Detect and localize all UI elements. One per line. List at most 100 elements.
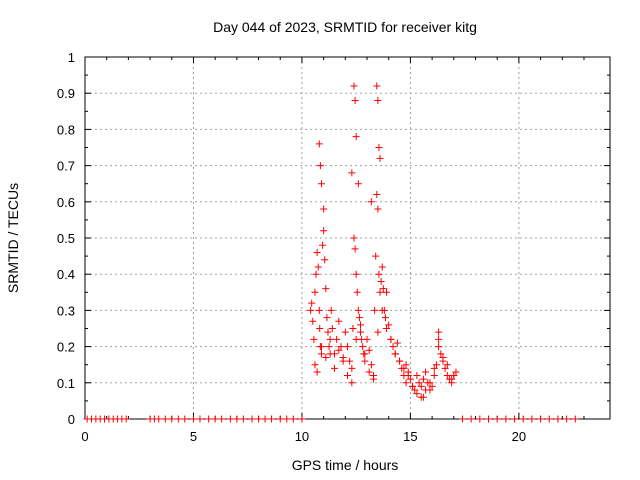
data-point — [312, 270, 320, 278]
y-tick-label: 0.2 — [57, 340, 75, 355]
data-point — [311, 288, 319, 296]
data-point — [313, 368, 321, 376]
data-point — [528, 415, 536, 423]
data-point — [196, 415, 204, 423]
data-point — [402, 361, 410, 369]
data-point — [308, 299, 316, 307]
data-point — [381, 314, 389, 322]
data-point — [374, 205, 382, 213]
y-tick-label: 0.1 — [57, 376, 75, 391]
data-point — [309, 317, 317, 325]
data-point — [168, 415, 176, 423]
data-point — [426, 379, 434, 387]
data-point — [353, 288, 361, 296]
data-point — [373, 82, 381, 90]
data-point — [402, 379, 410, 387]
y-tick-label: 1 — [68, 50, 75, 65]
data-point — [417, 382, 425, 390]
data-point — [422, 368, 430, 376]
data-point — [320, 205, 328, 213]
data-point — [376, 154, 384, 162]
data-point — [376, 288, 384, 296]
data-point — [435, 343, 443, 351]
data-point — [383, 325, 391, 332]
data-point — [357, 321, 365, 329]
data-point — [374, 328, 382, 336]
data-point — [485, 415, 493, 423]
data-point — [430, 372, 438, 380]
data-point — [355, 314, 363, 322]
data-point — [335, 346, 343, 354]
data-point — [372, 252, 380, 260]
data-point — [352, 270, 360, 278]
data-point — [354, 180, 362, 188]
data-point — [571, 415, 579, 423]
data-point — [375, 270, 383, 278]
data-point — [563, 415, 571, 423]
data-point — [389, 343, 397, 351]
data-point — [545, 415, 553, 423]
x-tick-label: 0 — [81, 429, 88, 444]
data-point — [313, 248, 321, 256]
data-point — [174, 415, 182, 423]
x-axis: 0 5 10 15 20 — [81, 57, 585, 444]
data-point — [248, 415, 256, 423]
data-point — [452, 368, 460, 376]
y-axis: 0 0.1 0.2 0.3 0.4 0.5 0.6 0.7 0.8 0.9 1 — [57, 50, 610, 427]
x-axis-label: GPS time / hours — [292, 457, 399, 473]
data-point — [233, 415, 241, 423]
data-point — [320, 227, 328, 235]
data-point — [255, 415, 263, 423]
data-point — [387, 335, 395, 343]
data-point — [330, 364, 338, 372]
y-tick-label: 0.5 — [57, 231, 75, 246]
data-point — [476, 415, 484, 423]
data-point — [400, 364, 408, 372]
y-tick-label: 0.3 — [57, 303, 75, 318]
data-point — [351, 245, 359, 253]
data-point — [314, 263, 322, 271]
data-point — [315, 140, 323, 148]
data-point — [537, 415, 545, 423]
data-point — [375, 144, 383, 151]
data-point — [325, 343, 333, 351]
data-point — [324, 328, 332, 336]
data-point — [443, 372, 451, 380]
data-point — [350, 234, 358, 242]
data-point — [322, 353, 330, 361]
data-point — [413, 372, 421, 380]
data-point — [363, 335, 371, 343]
data-point — [289, 415, 297, 423]
data-point — [378, 263, 386, 271]
data-point — [268, 415, 276, 423]
data-point — [344, 343, 351, 351]
y-tick-label: 0.8 — [57, 122, 75, 137]
data-point — [448, 375, 456, 383]
data-point — [351, 96, 359, 104]
data-point — [354, 306, 362, 314]
data-point — [377, 277, 385, 285]
data-point — [317, 343, 325, 351]
data-point — [357, 328, 365, 336]
data-point — [371, 306, 379, 314]
data-point — [283, 415, 291, 423]
data-point — [373, 191, 381, 199]
data-point — [391, 350, 399, 358]
data-point — [422, 386, 430, 394]
data-point — [378, 306, 386, 314]
y-axis-label: SRMTID / TECUs — [5, 183, 21, 293]
y-tick-label: 0.6 — [57, 195, 75, 210]
data-point — [348, 379, 356, 387]
data-point — [441, 364, 449, 372]
data-point — [349, 325, 357, 332]
data-point — [404, 372, 412, 380]
y-tick-label: 0.7 — [57, 159, 75, 174]
data-point — [328, 325, 336, 332]
data-point — [239, 415, 247, 423]
data-point — [361, 357, 369, 365]
data-point — [307, 306, 315, 314]
data-point — [344, 372, 351, 380]
data-point — [189, 415, 197, 423]
data-point — [323, 314, 331, 322]
